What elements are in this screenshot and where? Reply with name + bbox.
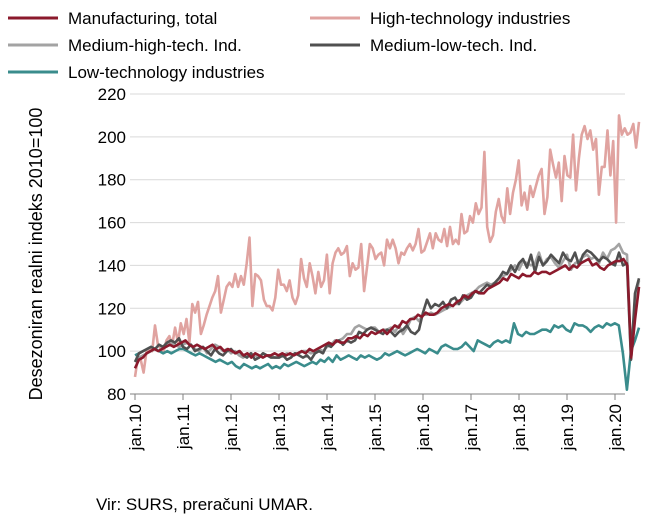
y-tick-label: 120	[98, 299, 126, 318]
legend-label: Manufacturing, total	[68, 9, 217, 28]
gridlines	[130, 93, 625, 352]
legend-label: Medium-high-tech. Ind.	[68, 36, 242, 55]
x-tick-label: jan.14	[318, 404, 337, 451]
source-note: Vir: SURS, preračuni UMAR.	[96, 495, 313, 514]
legend-label: Low-technology industries	[68, 63, 265, 82]
series-line-low-technology-industries	[134, 321, 641, 392]
series-line-manufacturing-total	[133, 257, 641, 369]
series-lines	[133, 114, 641, 392]
y-tick-label: 140	[98, 256, 126, 275]
legend-label: High-technology industries	[370, 9, 570, 28]
x-tick-label: jan.18	[510, 404, 529, 451]
x-tick-label: jan.11	[174, 404, 193, 450]
y-tick-label: 200	[98, 128, 126, 147]
x-tick-label: jan.20	[606, 404, 625, 451]
y-tick-label: 220	[98, 85, 126, 104]
y-axis-ticks: 80 100 120 140 160 180 200 220	[98, 85, 126, 404]
x-tick-label: jan.10	[126, 404, 145, 451]
legend: Manufacturing, total High-technology indu…	[8, 9, 570, 82]
x-tick-label: jan.12	[222, 404, 241, 451]
y-tick-label: 80	[107, 385, 126, 404]
x-axis-ticks: jan.10 jan.11 jan.12 jan.13 jan.14 jan.15 jan.…	[126, 394, 625, 451]
y-tick-label: 180	[98, 171, 126, 190]
x-tick-label: jan.17	[462, 404, 481, 451]
series-line-high-technology-industries	[133, 114, 641, 378]
x-tick-label: jan.19	[558, 404, 577, 451]
series-line-medium-low-tech-ind	[133, 249, 641, 363]
x-tick-label: jan.13	[270, 404, 289, 451]
x-tick-label: jan.16	[414, 404, 433, 451]
x-tick-label: jan.15	[366, 404, 385, 451]
y-tick-label: 160	[98, 214, 126, 233]
y-axis-label: Desezoniran realni indeks 2010=100	[26, 108, 46, 401]
y-tick-label: 100	[98, 342, 126, 361]
legend-label: Medium-low-tech. Ind.	[370, 36, 537, 55]
